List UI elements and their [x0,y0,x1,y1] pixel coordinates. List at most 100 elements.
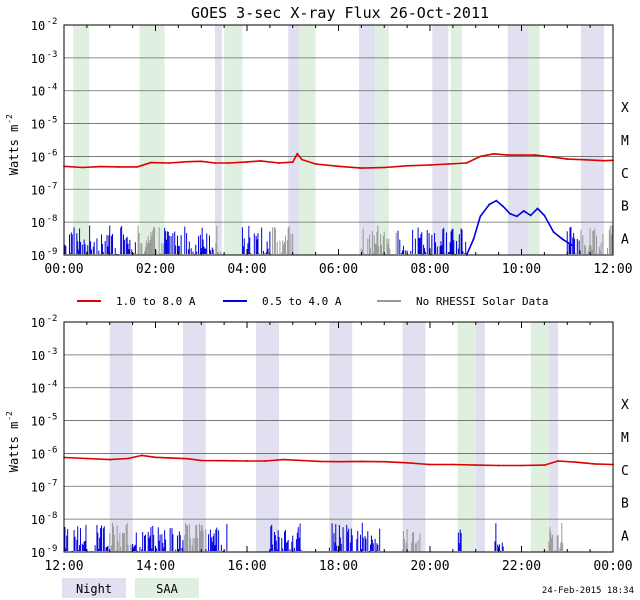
legend-entry-label: 1.0 to 8.0 A [116,295,196,308]
data-point [557,460,559,462]
y-tick-exponent: -4 [47,83,58,93]
legend-entry-label: No RHESSI Solar Data [416,295,548,308]
flare-class-label: M [621,431,629,446]
data-point [227,162,230,164]
y-tick-exponent: -5 [47,413,58,423]
data-point [520,154,523,156]
x-tick-label: 08:00 [410,262,449,277]
data-point [214,162,216,164]
flare-class-label: B [621,497,629,512]
data-point [536,207,539,210]
y-tick-exponent: -9 [47,247,58,257]
data-point [140,454,143,457]
saa-band [375,25,389,255]
data-point [301,158,303,161]
legend-entry-label: 0.5 to 4.0 A [262,295,342,308]
data-point [319,460,322,463]
y-tick-exponent: -5 [47,116,58,126]
night-band [507,25,529,255]
y-axis-title: Watts m [7,125,21,176]
data-point [474,464,477,467]
flare-class-label: M [621,134,629,149]
y-tick-exponent: -9 [47,544,58,554]
y-tick-label: 10 [31,19,45,33]
data-point [495,199,498,202]
data-point [529,214,532,217]
x-tick-label: 02:00 [136,262,175,277]
data-point [136,166,139,168]
data-point [282,458,285,461]
data-point [479,155,482,158]
x-tick-label: 10:00 [502,262,541,277]
series-legend: 1.0 to 8.0 A 0.5 to 4.0 A No RHESSI Solar … [77,295,548,308]
data-point [200,459,203,462]
data-point [154,456,157,459]
data-point [570,244,573,247]
flare-class-label: C [621,167,629,182]
data-point [509,212,511,215]
y-tick-label: 10 [31,216,45,230]
x-tick-label: 06:00 [319,262,358,277]
data-point [81,166,84,169]
data-point [278,162,280,164]
data-point [168,457,171,459]
flare-class-label: A [621,233,629,248]
night-band [109,322,133,552]
saa-band [299,25,316,255]
flare-class-label: C [621,464,629,479]
data-point [406,461,409,464]
data-point [534,154,537,156]
data-point [337,165,340,168]
data-point [497,464,500,467]
data-point [575,461,578,464]
night-band [402,322,426,552]
data-point [186,160,189,163]
data-point [516,215,518,218]
night-band [256,322,280,552]
data-point [593,463,596,465]
y-tick-exponent: -4 [47,380,58,390]
x-tick-label: 12:00 [44,559,83,574]
data-point [465,162,468,164]
data-point [150,161,152,164]
flare-class-label: B [621,200,629,215]
data-point [383,460,386,463]
data-point [552,156,555,159]
data-point [506,154,509,156]
data-point [502,205,505,208]
y-tick-label: 10 [31,513,45,527]
data-point [447,163,450,165]
y-tick-exponent: -6 [47,148,58,158]
y-axis-title-exponent: -2 [5,411,14,421]
night-band [432,25,449,255]
data-point [520,464,523,467]
saa-band [457,322,476,552]
data-point [200,160,203,163]
data-point [493,152,495,155]
y-axis-title-exponent: -2 [5,114,14,124]
y-tick-label: 10 [31,382,45,396]
data-point [186,457,189,460]
data-point [429,463,431,466]
chart-title: GOES 3-sec X-ray Flux 26-Oct-2011 [191,4,489,22]
data-point [301,459,303,462]
y-tick-label: 10 [31,546,45,560]
y-tick-label: 10 [31,349,45,363]
data-point [314,163,317,165]
data-point [472,238,475,241]
saa-band [73,25,90,255]
footer-timestamp: 24-Feb-2015 18:34 [542,586,634,596]
flare-class-label: X [621,101,629,116]
night-band [182,322,206,552]
y-tick-exponent: -3 [47,347,58,357]
data-point [360,460,363,463]
y-tick-exponent: -3 [47,50,58,60]
y-tick-exponent: -2 [47,314,58,324]
x-tick-label: 12:00 [593,262,632,277]
data-point [168,162,171,164]
x-tick-label: 04:00 [227,262,266,277]
data-point [584,158,587,161]
y-tick-exponent: -7 [47,478,58,488]
